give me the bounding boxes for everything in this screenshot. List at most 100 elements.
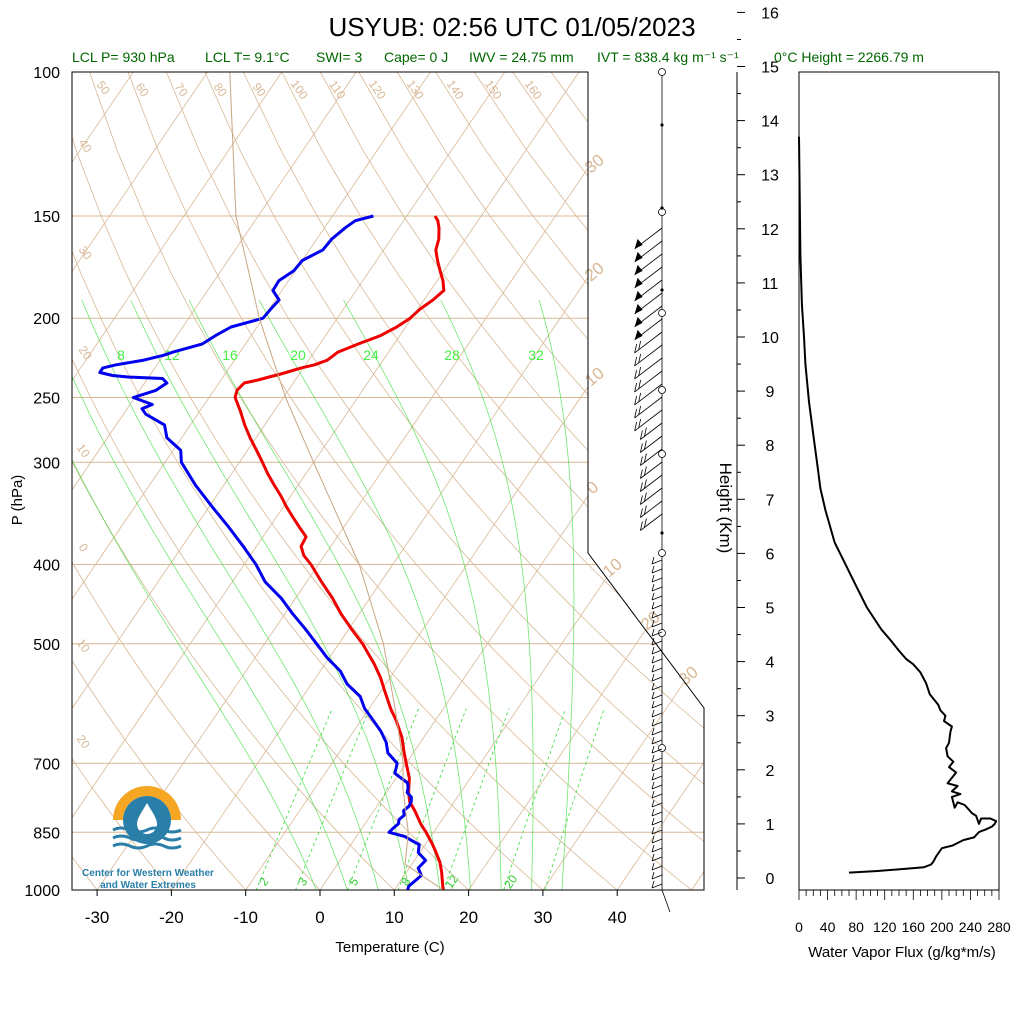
flux-tick-label: 200 <box>930 919 954 935</box>
wind-barb-feather <box>651 862 655 871</box>
wind-barb-feather <box>651 772 655 781</box>
wind-barb <box>634 396 663 419</box>
calm-wind-circle <box>658 386 666 394</box>
pressure-tick-label: 1000 <box>24 883 60 900</box>
wind-barb <box>634 344 663 367</box>
wind-barb-feather <box>651 592 655 601</box>
temperature-tick-label: 40 <box>608 908 627 927</box>
wind-barb-feather <box>638 418 642 428</box>
wind-barb-feather <box>640 469 643 479</box>
mixing-ratio-label: 32 <box>528 347 544 363</box>
wind-barb-feather <box>640 482 643 492</box>
logo-wave-2 <box>112 834 182 842</box>
dry-adiabat <box>72 72 564 890</box>
wind-barb <box>640 422 663 440</box>
logo-sun-arc <box>113 786 181 820</box>
wind-barb-feather <box>651 700 655 709</box>
wind-barb <box>651 865 663 871</box>
wind-barb-flag <box>634 303 643 314</box>
isotherm-label: 0 <box>76 541 91 555</box>
isotherm-label: 150 <box>482 77 505 102</box>
dry-adiabat <box>89 72 704 890</box>
adiabat-label: 0 <box>583 477 602 498</box>
skewt-line-labels: 50 60 70 80 90 100 110 120 130 140 150 160403020100… <box>74 77 702 891</box>
height-tick-label: 12 <box>761 222 779 239</box>
wind-barb-feather <box>651 673 655 682</box>
wind-barb-flag <box>634 251 643 262</box>
wind-barb-flag <box>634 316 643 327</box>
isotherm-label: 160 <box>522 77 545 102</box>
moist-adiabat <box>538 299 575 890</box>
isotherm-label: 120 <box>366 77 389 102</box>
wind-barb <box>634 409 663 432</box>
height-tick-label: 1 <box>766 817 775 834</box>
wind-barb <box>640 448 663 466</box>
wind-barb-feather <box>651 709 655 718</box>
wind-barb <box>634 357 663 380</box>
moist-adiabat <box>188 299 443 890</box>
calm-wind-circle <box>658 744 666 752</box>
wind-barb <box>651 775 663 781</box>
wind-barb-feather <box>651 871 655 880</box>
mixing-ratio-label: 5 <box>346 875 361 889</box>
wind-barb <box>651 667 663 673</box>
isotherm-line <box>530 72 704 890</box>
wind-barb <box>651 811 663 817</box>
wind-barb-flag <box>634 329 643 340</box>
wind-barb-feather <box>651 880 655 889</box>
dry-adiabat <box>242 72 704 890</box>
logo-wave-1 <box>112 826 182 834</box>
logo-wave-3 <box>112 842 182 850</box>
wind-barb-feather <box>651 574 655 583</box>
wind-barb <box>651 820 663 826</box>
stat-iwv: IWV = 24.75 mm <box>469 49 574 65</box>
height-tick-label: 0 <box>766 871 775 888</box>
pressure-axis-label: P (hPa) <box>9 475 26 526</box>
wind-barb <box>651 847 663 853</box>
wind-barb <box>651 685 663 691</box>
temperature-tick-label: 10 <box>385 908 404 927</box>
moist-adiabat <box>72 299 354 890</box>
isotherm-line <box>84 72 654 890</box>
flux-tick-label: 40 <box>820 919 836 935</box>
wind-barb-feather <box>638 379 642 389</box>
calm-wind-circle <box>658 549 666 557</box>
wind-axis-tail <box>661 889 671 913</box>
skewt-background-lines <box>72 72 704 890</box>
mixing-ratio-label: 3 <box>295 875 310 889</box>
wind-barb <box>634 383 663 406</box>
wind-barb-feather <box>651 799 655 808</box>
wind-barb-feather <box>651 664 655 673</box>
stat-frz: 0°C Height = 2266.79 m <box>774 49 924 65</box>
mixing-ratio-label: 20 <box>290 347 306 363</box>
wind-barb <box>651 838 663 844</box>
wind-barb-feather <box>651 565 655 574</box>
stat-swi: SWI= 3 <box>316 49 363 65</box>
wind-barb-feather <box>651 583 655 592</box>
wind-barb-feather <box>644 466 647 476</box>
height-tick-label: 10 <box>761 330 779 347</box>
wind-barb <box>651 631 663 637</box>
height-tick-label: 2 <box>766 763 775 780</box>
wind-barb-feather <box>651 637 655 646</box>
pressure-tick-label: 100 <box>33 65 60 82</box>
wind-barb <box>651 622 663 628</box>
wind-dot <box>660 288 664 292</box>
wind-barb-feather <box>651 601 655 610</box>
dry-adiabat <box>72 72 488 890</box>
wind-barb-feather <box>651 853 655 862</box>
wind-barb-feather <box>640 430 643 440</box>
wind-barb-feather <box>651 628 655 637</box>
moist-adiabat <box>440 299 534 890</box>
wind-barb-feather <box>651 763 655 772</box>
dry-adiabat <box>396 72 704 890</box>
wind-barb <box>651 829 663 835</box>
wind-barb <box>651 874 663 880</box>
mixing-ratio-line <box>497 708 566 890</box>
dry-adiabat <box>319 72 704 890</box>
flux-axis-label: Water Vapor Flux (g/kg*m/s) <box>808 944 996 961</box>
wind-barb-feather <box>644 453 647 463</box>
wind-barb-column <box>634 68 671 913</box>
wind-barb-feather <box>651 610 655 619</box>
isotherm-label: 50 <box>94 78 113 97</box>
